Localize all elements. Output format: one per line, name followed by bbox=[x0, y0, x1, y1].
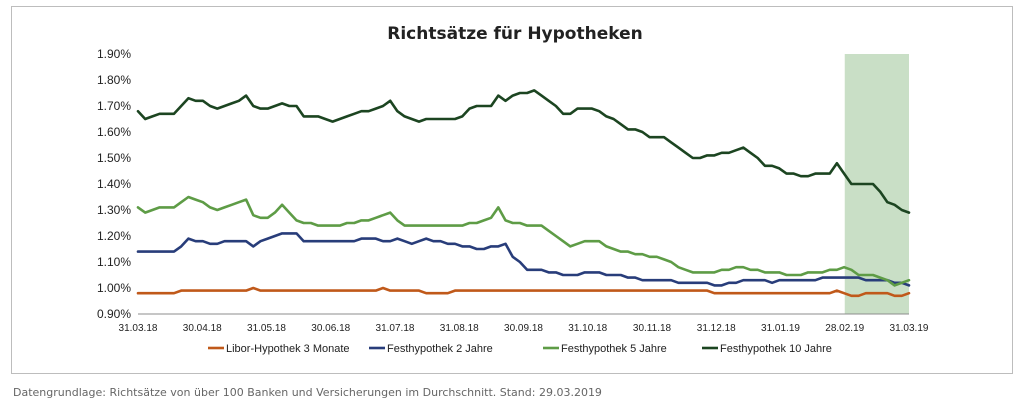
x-tick-label: 30.09.18 bbox=[504, 323, 543, 334]
series-line-libor-hypothek-3-monate bbox=[136, 286, 911, 298]
x-tick-label: 31.10.18 bbox=[568, 323, 607, 334]
x-tick-label: 31.05.18 bbox=[247, 323, 286, 334]
y-tick-label: 1.50% bbox=[97, 151, 131, 165]
x-tick-label: 31.01.19 bbox=[761, 323, 800, 334]
x-tick-label: 31.07.18 bbox=[376, 323, 415, 334]
series-line-festhypothek-10-jahre bbox=[136, 89, 911, 214]
legend-label: Festhypothek 2 Jahre bbox=[387, 343, 493, 355]
y-tick-label: 1.80% bbox=[97, 73, 131, 87]
y-tick-label: 0.90% bbox=[97, 307, 131, 321]
series-line-festhypothek-2-jahre bbox=[136, 232, 911, 287]
legend-label: Libor-Hypothek 3 Monate bbox=[226, 343, 350, 355]
x-tick-label: 31.03.18 bbox=[119, 323, 158, 334]
y-tick-label: 1.20% bbox=[97, 229, 131, 243]
x-tick-label: 31.12.18 bbox=[697, 323, 736, 334]
series-line-festhypothek-5-jahre bbox=[136, 195, 911, 287]
x-tick-label: 30.04.18 bbox=[183, 323, 222, 334]
line-chart: Richtsätze für Hypotheken 0.90% 1.00% 1.10… bbox=[97, 24, 929, 355]
legend-label: Festhypothek 5 Jahre bbox=[561, 343, 667, 355]
y-tick-label: 1.40% bbox=[97, 177, 131, 191]
y-tick-label: 1.90% bbox=[97, 47, 131, 61]
legend-label: Festhypothek 10 Jahre bbox=[720, 343, 832, 355]
x-tick-label: 31.08.18 bbox=[440, 323, 479, 334]
x-tick-label: 30.06.18 bbox=[311, 323, 350, 334]
y-tick-label: 1.30% bbox=[97, 203, 131, 217]
chart-title: Richtsätze für Hypotheken bbox=[387, 24, 642, 44]
x-tick-label: 30.11.18 bbox=[633, 323, 672, 334]
y-tick-label: 1.60% bbox=[97, 125, 131, 139]
chart-frame: Richtsätze für Hypotheken 0.90% 1.00% 1.10… bbox=[11, 6, 1013, 374]
y-tick-label: 1.00% bbox=[97, 281, 131, 295]
source-caption: Datengrundlage: Richtsätze von über 100 … bbox=[13, 386, 602, 399]
y-tick-label: 1.10% bbox=[97, 255, 131, 269]
x-tick-label: 31.03.19 bbox=[890, 323, 929, 334]
y-tick-label: 1.70% bbox=[97, 99, 131, 113]
x-tick-label: 28.02.19 bbox=[825, 323, 864, 334]
